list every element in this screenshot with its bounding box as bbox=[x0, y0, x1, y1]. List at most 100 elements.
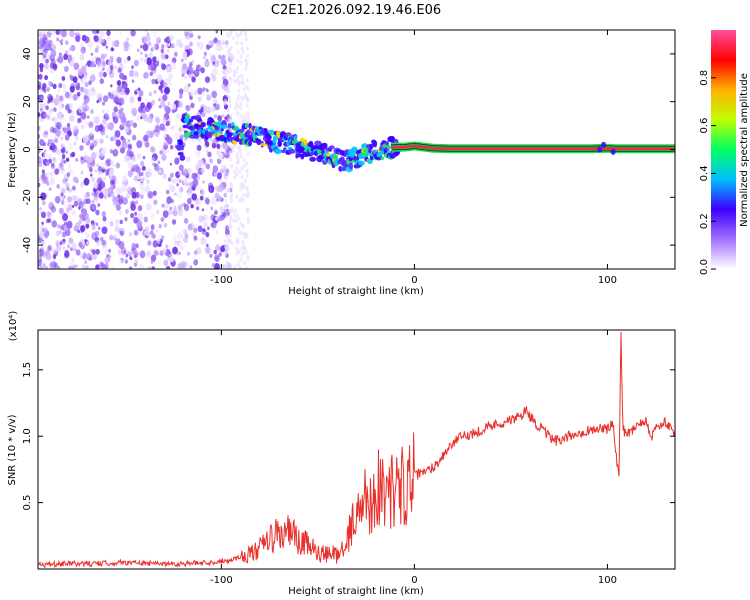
noise-blob bbox=[83, 108, 86, 113]
noise-blob bbox=[220, 57, 226, 65]
noise-blob bbox=[121, 92, 128, 100]
noise-blob bbox=[80, 112, 87, 120]
noise-blob bbox=[102, 71, 107, 78]
noise-blob bbox=[122, 80, 125, 85]
noise-blob bbox=[197, 87, 203, 95]
noise-blob bbox=[130, 212, 135, 219]
noise-blob bbox=[102, 248, 108, 255]
track-blob bbox=[387, 145, 392, 150]
noise-blob bbox=[74, 135, 79, 141]
noise-blob bbox=[78, 201, 84, 209]
noise-blob bbox=[229, 114, 233, 120]
noise-blob bbox=[153, 162, 157, 167]
noise-blob bbox=[88, 121, 94, 128]
noise-blob bbox=[93, 35, 99, 43]
noise-blob bbox=[220, 164, 225, 170]
noise-blob bbox=[98, 170, 101, 175]
noise-blob bbox=[176, 113, 180, 119]
noise-blob bbox=[209, 188, 212, 192]
noise-blob bbox=[61, 113, 64, 118]
noise-blob bbox=[166, 65, 172, 73]
noise-blob bbox=[147, 266, 152, 269]
noise-blob bbox=[137, 48, 140, 52]
noise-blob bbox=[68, 47, 72, 52]
noise-blob bbox=[115, 139, 121, 147]
noise-blob bbox=[205, 232, 210, 238]
y-tick-label: -20 bbox=[22, 189, 33, 205]
noise-blob bbox=[116, 80, 122, 86]
noise-blob bbox=[80, 86, 84, 91]
noise-blob bbox=[88, 156, 92, 162]
noise-blob bbox=[240, 181, 244, 186]
noise-blob bbox=[161, 235, 165, 239]
noise-blob bbox=[109, 55, 114, 62]
noise-blob bbox=[190, 89, 196, 97]
noise-blob bbox=[117, 67, 122, 73]
noise-blob bbox=[85, 233, 90, 239]
noise-blob bbox=[241, 239, 245, 245]
noise-blob bbox=[223, 101, 227, 106]
noise-blob bbox=[211, 107, 216, 113]
noise-blob bbox=[118, 210, 123, 216]
noise-blob bbox=[45, 58, 49, 64]
noise-blob bbox=[209, 158, 213, 164]
noise-blob bbox=[192, 178, 199, 187]
noise-blob bbox=[212, 38, 217, 44]
noise-blob bbox=[235, 172, 239, 177]
noise-blob bbox=[119, 219, 123, 225]
noise-blob bbox=[239, 31, 243, 37]
noise-blob bbox=[60, 200, 65, 205]
noise-blob bbox=[110, 84, 113, 88]
noise-blob bbox=[125, 209, 129, 214]
noise-blob bbox=[186, 31, 190, 36]
noise-blob bbox=[189, 41, 193, 47]
noise-blob bbox=[114, 107, 118, 113]
colorbar-ticks: 0.0 0.2 0.4 0.6 0.8 bbox=[699, 70, 716, 275]
noise-blob bbox=[224, 264, 228, 269]
noise-blob bbox=[146, 179, 150, 185]
noise-blob bbox=[243, 178, 247, 183]
noise-blob bbox=[46, 116, 50, 120]
noise-blob bbox=[134, 258, 139, 264]
noise-blob bbox=[131, 107, 138, 116]
track-blob bbox=[332, 154, 339, 160]
noise-blob bbox=[111, 111, 117, 118]
noise-blob bbox=[140, 102, 146, 109]
noise-blob bbox=[69, 85, 75, 93]
noise-blob bbox=[205, 246, 211, 254]
noise-blob bbox=[235, 155, 239, 160]
noise-blob bbox=[239, 95, 243, 101]
noise-blob bbox=[153, 249, 159, 256]
noise-blob bbox=[97, 93, 103, 100]
noise-blob bbox=[154, 116, 160, 123]
noise-blob bbox=[67, 92, 73, 100]
noise-blob bbox=[97, 114, 101, 119]
track-blob bbox=[337, 148, 341, 153]
noise-blob bbox=[167, 177, 172, 182]
noise-blob bbox=[52, 254, 57, 259]
noise-blob bbox=[210, 73, 214, 77]
snr-xlabel: Height of straight line (km) bbox=[288, 586, 424, 597]
noise-blob bbox=[59, 241, 63, 246]
noise-blob bbox=[191, 59, 195, 64]
noise-blob bbox=[186, 66, 193, 74]
noise-blob bbox=[193, 235, 198, 241]
noise-blob bbox=[60, 30, 67, 38]
noise-blob bbox=[193, 69, 200, 77]
noise-blob bbox=[215, 216, 219, 221]
noise-blob bbox=[124, 87, 130, 95]
noise-blob bbox=[83, 194, 87, 199]
noise-blob bbox=[171, 103, 177, 111]
noise-blob bbox=[198, 186, 202, 190]
noise-blob bbox=[155, 209, 160, 215]
noise-blob bbox=[178, 130, 183, 136]
noise-blob bbox=[214, 255, 220, 263]
noise-blob bbox=[85, 223, 90, 229]
noise-blob bbox=[53, 98, 60, 106]
snr-frame bbox=[37, 329, 676, 570]
noise-blob bbox=[95, 209, 100, 216]
noise-blob bbox=[162, 173, 167, 179]
noise-blob bbox=[77, 68, 84, 76]
noise-blob bbox=[234, 102, 238, 107]
noise-blob bbox=[95, 264, 100, 269]
